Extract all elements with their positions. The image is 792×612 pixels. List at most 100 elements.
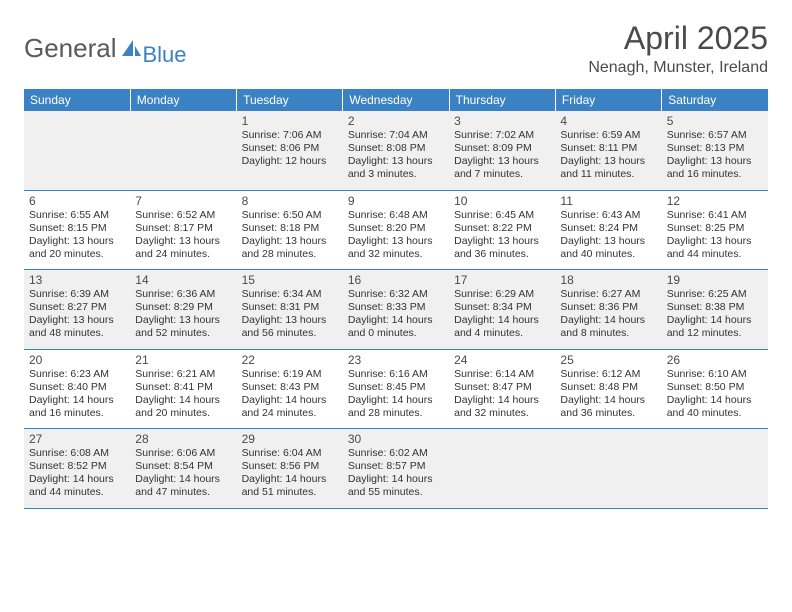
- daylight-line: Daylight: 14 hours and 32 minutes.: [454, 394, 550, 420]
- calendar-day-cell: 29Sunrise: 6:04 AMSunset: 8:56 PMDayligh…: [237, 429, 343, 509]
- sunset-line: Sunset: 8:06 PM: [242, 142, 338, 155]
- sunset-line: Sunset: 8:08 PM: [348, 142, 444, 155]
- day-number: 23: [348, 353, 444, 367]
- daylight-line: Daylight: 14 hours and 28 minutes.: [348, 394, 444, 420]
- sunrise-line: Sunrise: 6:27 AM: [560, 288, 656, 301]
- sunrise-line: Sunrise: 6:36 AM: [135, 288, 231, 301]
- calendar-day-cell: 5Sunrise: 6:57 AMSunset: 8:13 PMDaylight…: [662, 111, 768, 190]
- daylight-line: Daylight: 14 hours and 51 minutes.: [242, 473, 338, 499]
- day-number: 19: [667, 273, 763, 287]
- day-header: Thursday: [449, 89, 555, 111]
- sunrise-line: Sunrise: 6:10 AM: [667, 368, 763, 381]
- calendar-day-cell: 28Sunrise: 6:06 AMSunset: 8:54 PMDayligh…: [130, 429, 236, 509]
- calendar-day-cell: 24Sunrise: 6:14 AMSunset: 8:47 PMDayligh…: [449, 349, 555, 429]
- day-number: 22: [242, 353, 338, 367]
- sunset-line: Sunset: 8:50 PM: [667, 381, 763, 394]
- calendar-day-cell: 18Sunrise: 6:27 AMSunset: 8:36 PMDayligh…: [555, 270, 661, 350]
- sunrise-line: Sunrise: 7:06 AM: [242, 129, 338, 142]
- month-title: April 2025: [588, 20, 768, 57]
- calendar-day-cell: 17Sunrise: 6:29 AMSunset: 8:34 PMDayligh…: [449, 270, 555, 350]
- calendar-empty-cell: [662, 429, 768, 509]
- sunrise-line: Sunrise: 7:02 AM: [454, 129, 550, 142]
- sunset-line: Sunset: 8:11 PM: [560, 142, 656, 155]
- daylight-line: Daylight: 14 hours and 55 minutes.: [348, 473, 444, 499]
- calendar-day-cell: 19Sunrise: 6:25 AMSunset: 8:38 PMDayligh…: [662, 270, 768, 350]
- day-number: 4: [560, 114, 656, 128]
- calendar-week-row: 1Sunrise: 7:06 AMSunset: 8:06 PMDaylight…: [24, 111, 768, 190]
- sunrise-line: Sunrise: 6:59 AM: [560, 129, 656, 142]
- day-number: 7: [135, 194, 231, 208]
- calendar-day-cell: 16Sunrise: 6:32 AMSunset: 8:33 PMDayligh…: [343, 270, 449, 350]
- calendar-day-cell: 21Sunrise: 6:21 AMSunset: 8:41 PMDayligh…: [130, 349, 236, 429]
- sunrise-line: Sunrise: 6:25 AM: [667, 288, 763, 301]
- sunrise-line: Sunrise: 6:39 AM: [29, 288, 125, 301]
- calendar-empty-cell: [555, 429, 661, 509]
- sunrise-line: Sunrise: 6:41 AM: [667, 209, 763, 222]
- sunrise-line: Sunrise: 7:04 AM: [348, 129, 444, 142]
- sunrise-line: Sunrise: 6:34 AM: [242, 288, 338, 301]
- sunrise-line: Sunrise: 6:12 AM: [560, 368, 656, 381]
- day-header: Tuesday: [237, 89, 343, 111]
- daylight-line: Daylight: 14 hours and 0 minutes.: [348, 314, 444, 340]
- day-number: 28: [135, 432, 231, 446]
- daylight-line: Daylight: 13 hours and 32 minutes.: [348, 235, 444, 261]
- day-number: 24: [454, 353, 550, 367]
- daylight-line: Daylight: 13 hours and 52 minutes.: [135, 314, 231, 340]
- day-number: 14: [135, 273, 231, 287]
- sunrise-line: Sunrise: 6:16 AM: [348, 368, 444, 381]
- daylight-line: Daylight: 14 hours and 8 minutes.: [560, 314, 656, 340]
- calendar-header-row: SundayMondayTuesdayWednesdayThursdayFrid…: [24, 89, 768, 111]
- daylight-line: Daylight: 14 hours and 36 minutes.: [560, 394, 656, 420]
- calendar-day-cell: 9Sunrise: 6:48 AMSunset: 8:20 PMDaylight…: [343, 190, 449, 270]
- calendar-day-cell: 22Sunrise: 6:19 AMSunset: 8:43 PMDayligh…: [237, 349, 343, 429]
- daylight-line: Daylight: 13 hours and 3 minutes.: [348, 155, 444, 181]
- sunset-line: Sunset: 8:31 PM: [242, 301, 338, 314]
- calendar-day-cell: 15Sunrise: 6:34 AMSunset: 8:31 PMDayligh…: [237, 270, 343, 350]
- day-number: 9: [348, 194, 444, 208]
- daylight-line: Daylight: 13 hours and 44 minutes.: [667, 235, 763, 261]
- daylight-line: Daylight: 14 hours and 44 minutes.: [29, 473, 125, 499]
- calendar-day-cell: 10Sunrise: 6:45 AMSunset: 8:22 PMDayligh…: [449, 190, 555, 270]
- sunset-line: Sunset: 8:18 PM: [242, 222, 338, 235]
- day-number: 1: [242, 114, 338, 128]
- calendar-week-row: 20Sunrise: 6:23 AMSunset: 8:40 PMDayligh…: [24, 349, 768, 429]
- calendar-day-cell: 11Sunrise: 6:43 AMSunset: 8:24 PMDayligh…: [555, 190, 661, 270]
- daylight-line: Daylight: 13 hours and 36 minutes.: [454, 235, 550, 261]
- calendar-week-row: 6Sunrise: 6:55 AMSunset: 8:15 PMDaylight…: [24, 190, 768, 270]
- calendar-day-cell: 26Sunrise: 6:10 AMSunset: 8:50 PMDayligh…: [662, 349, 768, 429]
- sunset-line: Sunset: 8:38 PM: [667, 301, 763, 314]
- daylight-line: Daylight: 14 hours and 47 minutes.: [135, 473, 231, 499]
- day-number: 15: [242, 273, 338, 287]
- calendar-day-cell: 13Sunrise: 6:39 AMSunset: 8:27 PMDayligh…: [24, 270, 130, 350]
- calendar-day-cell: 1Sunrise: 7:06 AMSunset: 8:06 PMDaylight…: [237, 111, 343, 190]
- daylight-line: Daylight: 14 hours and 16 minutes.: [29, 394, 125, 420]
- calendar-empty-cell: [449, 429, 555, 509]
- sunrise-line: Sunrise: 6:57 AM: [667, 129, 763, 142]
- daylight-line: Daylight: 14 hours and 12 minutes.: [667, 314, 763, 340]
- title-block: April 2025 Nenagh, Munster, Ireland: [588, 20, 768, 77]
- calendar-week-row: 13Sunrise: 6:39 AMSunset: 8:27 PMDayligh…: [24, 270, 768, 350]
- calendar-week-row: 27Sunrise: 6:08 AMSunset: 8:52 PMDayligh…: [24, 429, 768, 509]
- sunrise-line: Sunrise: 6:55 AM: [29, 209, 125, 222]
- calendar-day-cell: 27Sunrise: 6:08 AMSunset: 8:52 PMDayligh…: [24, 429, 130, 509]
- sunrise-line: Sunrise: 6:19 AM: [242, 368, 338, 381]
- daylight-line: Daylight: 13 hours and 16 minutes.: [667, 155, 763, 181]
- day-number: 26: [667, 353, 763, 367]
- calendar-day-cell: 2Sunrise: 7:04 AMSunset: 8:08 PMDaylight…: [343, 111, 449, 190]
- sunrise-line: Sunrise: 6:04 AM: [242, 447, 338, 460]
- daylight-line: Daylight: 14 hours and 4 minutes.: [454, 314, 550, 340]
- daylight-line: Daylight: 12 hours: [242, 155, 338, 168]
- day-header: Saturday: [662, 89, 768, 111]
- sunset-line: Sunset: 8:22 PM: [454, 222, 550, 235]
- sunset-line: Sunset: 8:40 PM: [29, 381, 125, 394]
- day-number: 17: [454, 273, 550, 287]
- sunset-line: Sunset: 8:54 PM: [135, 460, 231, 473]
- sunset-line: Sunset: 8:56 PM: [242, 460, 338, 473]
- header: General Blue April 2025 Nenagh, Munster,…: [24, 20, 768, 77]
- sunset-line: Sunset: 8:15 PM: [29, 222, 125, 235]
- sunrise-line: Sunrise: 6:02 AM: [348, 447, 444, 460]
- calendar-day-cell: 23Sunrise: 6:16 AMSunset: 8:45 PMDayligh…: [343, 349, 449, 429]
- day-number: 20: [29, 353, 125, 367]
- sunrise-line: Sunrise: 6:21 AM: [135, 368, 231, 381]
- sunset-line: Sunset: 8:17 PM: [135, 222, 231, 235]
